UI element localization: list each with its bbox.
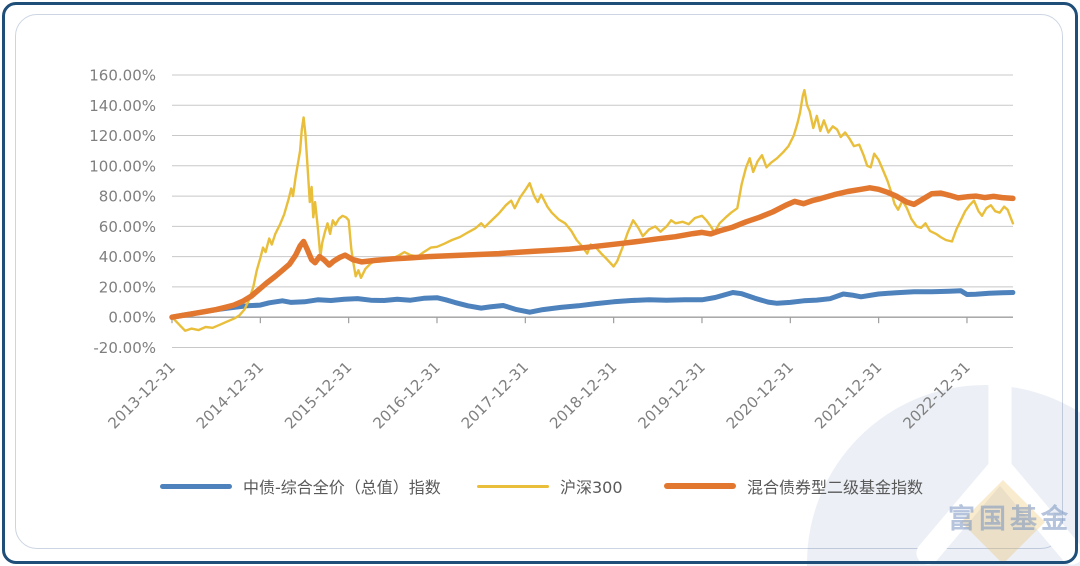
x-tick-label: 2016-12-31: [369, 358, 443, 432]
x-tick-label: 2020-12-31: [723, 358, 797, 432]
legend-swatch-chinabond: [160, 483, 232, 489]
series-lines: [169, 88, 1016, 332]
x-tick-label: 2018-12-31: [546, 358, 620, 432]
y-tick-label: 140.00%: [89, 97, 156, 115]
x-tick-label: 2019-12-31: [634, 358, 708, 432]
x-tick-label: 2014-12-31: [193, 358, 267, 432]
legend-item-chinabond-index[interactable]: 中债-综合全价（总值）指数: [160, 478, 441, 497]
y-axis-labels: 160.00% 140.00% 120.00% 100.00% 80.00% 60.00%…: [89, 66, 156, 357]
legend-label-chinabond: 中债-综合全价（总值）指数: [243, 478, 441, 497]
legend-item-csi300[interactable]: 沪深300: [477, 478, 623, 497]
x-tick-label: 2017-12-31: [458, 358, 532, 432]
watermark-logo-glyph: [916, 371, 1080, 565]
legend-item-mixed-bond-fund-index[interactable]: 混合债券型二级基金指数: [664, 478, 923, 497]
y-tick-label: -20.00%: [93, 339, 156, 357]
gridlines: [172, 74, 1013, 348]
watermark-diamond: [961, 480, 1045, 564]
x-axis-labels: 2013-12-31 2014-12-31 2015-12-31 2016-12-31…: [104, 358, 973, 432]
x-tick-label: 2022-12-31: [899, 358, 973, 432]
watermark-circle: [807, 385, 1080, 566]
y-tick-label: 160.00%: [89, 66, 156, 84]
series-line-2: [169, 185, 1016, 320]
y-tick-label: 40.00%: [99, 248, 156, 266]
y-tick-label: 20.00%: [99, 278, 156, 296]
chart-card-border: [15, 14, 1063, 549]
legend-swatch-csi300: [477, 484, 549, 488]
chart-legend: 中债-综合全价（总值）指数 沪深300 混合债券型二级基金指数: [0, 478, 1080, 498]
legend-swatch-mixed-bond: [664, 483, 736, 489]
y-tick-label: 120.00%: [89, 127, 156, 145]
y-tick-label: 0.00%: [108, 309, 156, 327]
y-tick-label: 100.00%: [89, 157, 156, 175]
watermark-text: 富国基金: [948, 503, 1072, 535]
legend-label-mixed-bond: 混合债券型二级基金指数: [747, 478, 924, 497]
x-tick-label: 2013-12-31: [104, 358, 178, 432]
series-line-0: [169, 288, 1016, 320]
axes: [171, 316, 1013, 324]
y-tick-label: 60.00%: [99, 218, 156, 236]
x-tick-label: 2015-12-31: [281, 358, 355, 432]
legend-label-csi300: 沪深300: [560, 478, 623, 497]
x-tick-label: 2021-12-31: [811, 358, 885, 432]
y-tick-label: 80.00%: [99, 188, 156, 206]
